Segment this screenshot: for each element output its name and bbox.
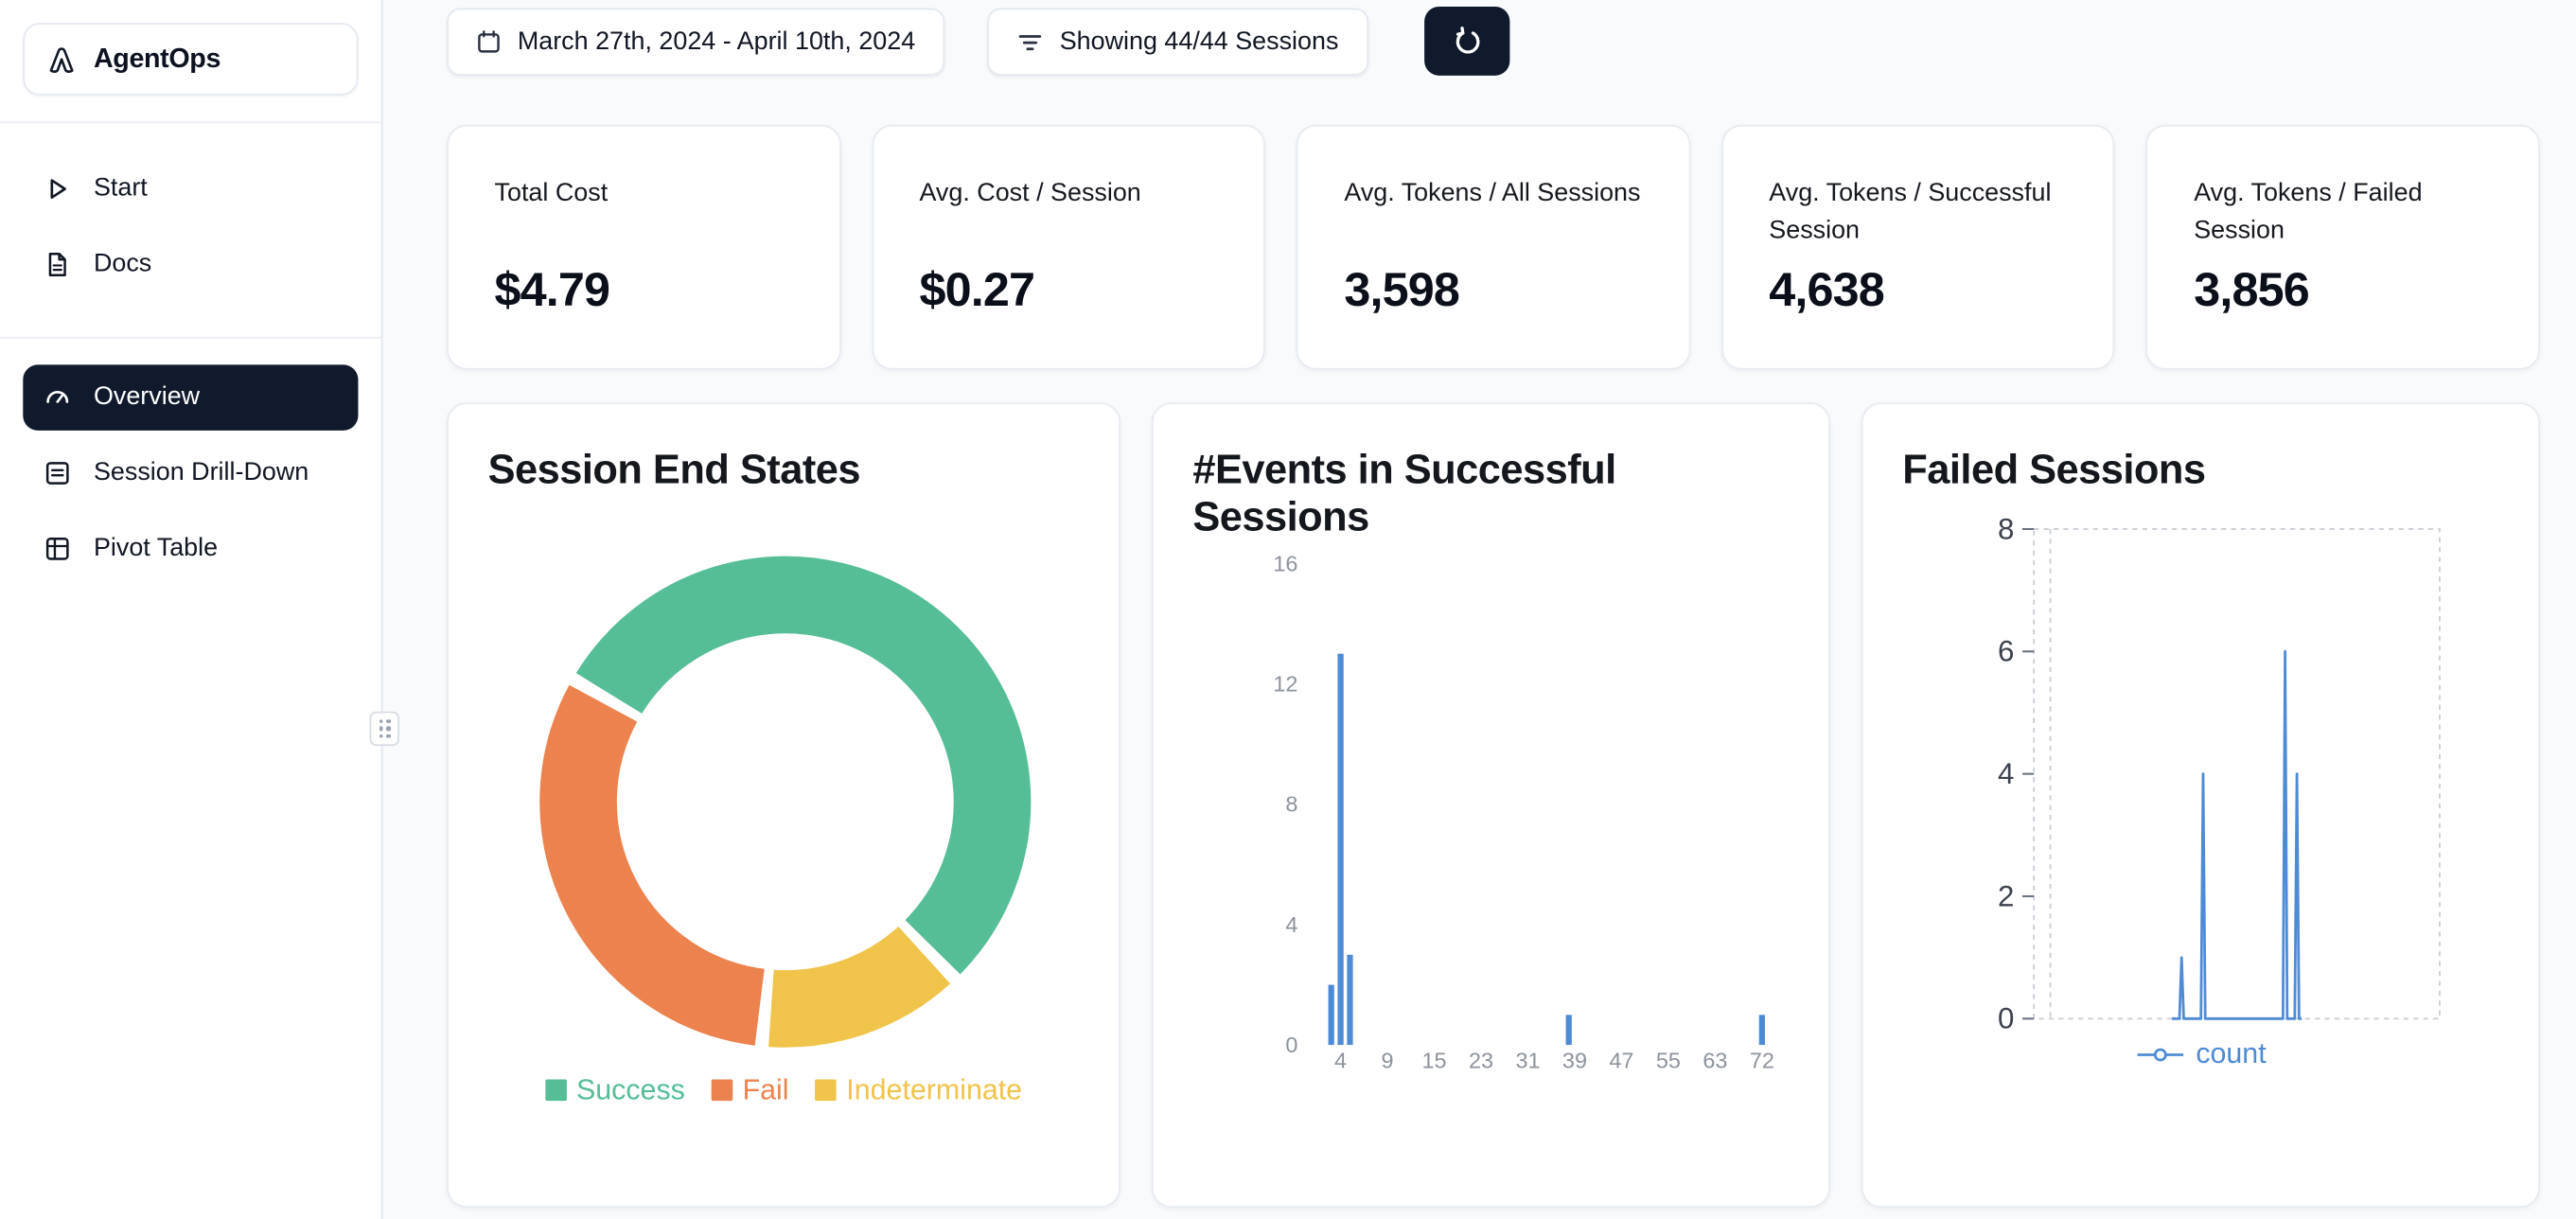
brand-name: AgentOps bbox=[93, 44, 221, 74]
sidebar-item-label: Start bbox=[93, 174, 148, 203]
sidebar-item-label: Docs bbox=[93, 249, 152, 278]
chart-legend: Success Fail Indeterminate bbox=[488, 1073, 1080, 1107]
stat-value: $0.27 bbox=[919, 264, 1035, 318]
stat-card-avg-cost-session: Avg. Cost / Session $0.27 bbox=[872, 124, 1266, 370]
sidebar-item-session-drill-down[interactable]: Session Drill-Down bbox=[23, 440, 358, 505]
chart-title: Session End States bbox=[487, 447, 861, 493]
stat-title: Avg. Tokens / Failed Session bbox=[2194, 179, 2423, 245]
sessions-filter-label: Showing 44/44 Sessions bbox=[1059, 26, 1339, 56]
svg-text:0: 0 bbox=[1285, 1033, 1297, 1057]
pivot-icon bbox=[45, 537, 69, 560]
sidebar-nav-top: Start Docs bbox=[23, 156, 358, 297]
sessions-icon bbox=[45, 462, 69, 485]
chart-card-events-in-successful-sessions: #Events in Successful Sessions 0 4 8 12 16 4 9… bbox=[1151, 402, 1830, 1208]
chart-title: Failed Sessions bbox=[1902, 447, 2206, 493]
legend-label: Indeterminate bbox=[846, 1072, 1023, 1106]
svg-text:4: 4 bbox=[1285, 912, 1297, 937]
stat-card-avg-tokens-successful: Avg. Tokens / Successful Session 4,638 bbox=[1720, 124, 2115, 370]
sidebar-resize-handle[interactable] bbox=[369, 711, 399, 747]
chart-title: #Events in Successful Sessions bbox=[1192, 447, 1616, 541]
svg-text:4: 4 bbox=[1334, 1048, 1347, 1072]
play-icon bbox=[50, 179, 66, 200]
svg-text:63: 63 bbox=[1703, 1048, 1727, 1072]
svg-text:8: 8 bbox=[1998, 518, 2014, 546]
stat-title: Avg. Tokens / All Sessions bbox=[1344, 179, 1641, 207]
sidebar-nav-main: Overview Session Drill-Down Pivot Table bbox=[23, 364, 359, 581]
legend-label: Success bbox=[576, 1072, 685, 1106]
stat-value: $4.79 bbox=[494, 264, 611, 318]
svg-text:16: 16 bbox=[1273, 552, 1297, 575]
sidebar-item-pivot-table[interactable]: Pivot Table bbox=[23, 516, 358, 581]
legend-swatch bbox=[711, 1079, 733, 1102]
filter-icon bbox=[1018, 34, 1042, 50]
stats-row: Total Cost $4.79 Avg. Cost / Session $0.… bbox=[447, 124, 2540, 370]
events-bar-chart: 0 4 8 12 16 4 9 15 23 31 39 47 55 63 72 bbox=[1273, 552, 1774, 1072]
stat-title: Avg. Tokens / Successful Session bbox=[1769, 179, 2052, 245]
sessions-filter-button[interactable]: Showing 44/44 Sessions bbox=[987, 8, 1368, 76]
legend-swatch bbox=[545, 1079, 567, 1102]
chart-card-failed-sessions: Failed Sessions 0 2 4 6 8 count bbox=[1861, 402, 2540, 1208]
charts-row: Session End States Success Fail Indeterm… bbox=[447, 402, 2540, 1208]
stat-card-total-cost: Total Cost $4.79 bbox=[447, 124, 841, 370]
sidebar-item-overview[interactable]: Overview bbox=[23, 364, 359, 431]
stat-value: 4,638 bbox=[1769, 264, 1885, 318]
svg-text:47: 47 bbox=[1609, 1048, 1633, 1072]
svg-text:15: 15 bbox=[1421, 1048, 1446, 1072]
svg-text:4: 4 bbox=[1998, 757, 2014, 790]
legend-swatch bbox=[815, 1079, 837, 1102]
date-range-label: March 27th, 2024 - April 10th, 2024 bbox=[517, 26, 916, 56]
chart-card-session-end-states: Session End States Success Fail Indeterm… bbox=[447, 402, 1120, 1208]
refresh-icon bbox=[1455, 26, 1479, 53]
agentops-logo-icon bbox=[49, 46, 74, 73]
sidebar-item-label: Session Drill-Down bbox=[93, 458, 309, 486]
date-range-button[interactable]: March 27th, 2024 - April 10th, 2024 bbox=[447, 8, 945, 76]
stat-title: Avg. Cost / Session bbox=[919, 179, 1141, 207]
stat-value: 3,598 bbox=[1344, 264, 1460, 318]
svg-text:2: 2 bbox=[1998, 879, 2014, 912]
legend-item-success[interactable]: Success bbox=[545, 1073, 685, 1107]
svg-text:31: 31 bbox=[1515, 1048, 1540, 1072]
legend-label: Fail bbox=[742, 1072, 789, 1106]
sidebar-item-docs[interactable]: Docs bbox=[23, 232, 358, 297]
svg-text:12: 12 bbox=[1273, 672, 1297, 697]
svg-text:0: 0 bbox=[1998, 1002, 2014, 1031]
svg-text:6: 6 bbox=[1998, 635, 2014, 668]
stat-card-avg-tokens-failed: Avg. Tokens / Failed Session 3,856 bbox=[2145, 124, 2540, 370]
svg-text:72: 72 bbox=[1750, 1048, 1774, 1072]
line-legend-glyph bbox=[2136, 1047, 2183, 1061]
gauge-icon bbox=[46, 391, 69, 403]
stat-value: 3,856 bbox=[2194, 264, 2310, 318]
svg-text:23: 23 bbox=[1469, 1048, 1493, 1072]
calendar-icon bbox=[478, 30, 500, 53]
legend-label: count bbox=[2196, 1036, 2267, 1070]
sidebar-item-label: Overview bbox=[93, 382, 201, 411]
stat-card-avg-tokens-all: Avg. Tokens / All Sessions 3,598 bbox=[1297, 124, 1690, 370]
sidebar-item-start[interactable]: Start bbox=[23, 156, 358, 221]
donut-chart bbox=[539, 556, 1032, 1048]
sidebar-item-label: Pivot Table bbox=[93, 534, 219, 562]
divider bbox=[0, 336, 381, 339]
brand-logo: AgentOps bbox=[23, 23, 359, 96]
failed-sessions-line-chart: 0 2 4 6 8 bbox=[1998, 518, 2441, 1031]
svg-text:9: 9 bbox=[1382, 1048, 1394, 1072]
legend-item-indeterminate[interactable]: Indeterminate bbox=[815, 1073, 1022, 1107]
svg-text:55: 55 bbox=[1656, 1048, 1681, 1072]
legend-item-fail[interactable]: Fail bbox=[711, 1072, 789, 1107]
stat-title: Total Cost bbox=[494, 179, 609, 207]
divider bbox=[0, 121, 381, 124]
svg-text:8: 8 bbox=[1285, 792, 1297, 817]
chart-legend[interactable]: count bbox=[1902, 1036, 2498, 1070]
svg-text:39: 39 bbox=[1562, 1048, 1587, 1072]
sidebar: AgentOps Start Docs bbox=[0, 0, 383, 1219]
refresh-button[interactable] bbox=[1424, 6, 1510, 76]
docs-icon bbox=[48, 252, 66, 276]
